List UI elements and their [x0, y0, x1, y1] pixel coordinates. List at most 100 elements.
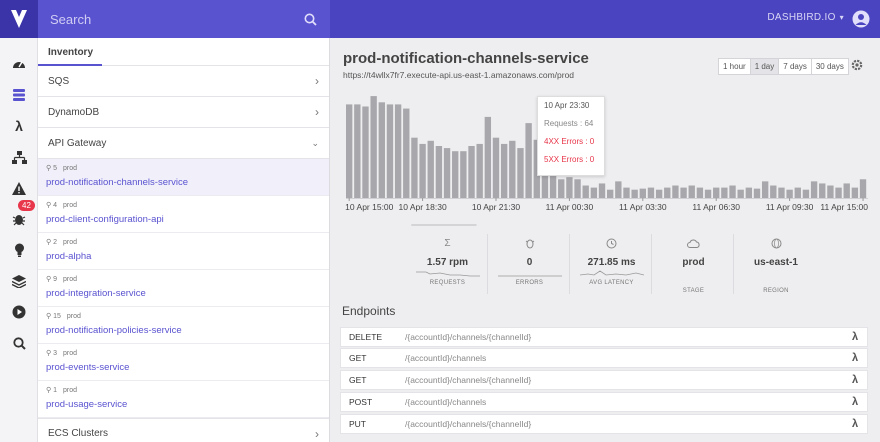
- service-item[interactable]: ⚲ 4 prod prod-client-configuration-api: [38, 196, 329, 233]
- rail-tracing[interactable]: [0, 301, 38, 323]
- chart-bar[interactable]: [354, 104, 361, 198]
- rail-architecture[interactable]: [0, 146, 38, 168]
- chart-bar[interactable]: [615, 181, 622, 198]
- service-item[interactable]: ⚲ 3 prod prod-events-service: [38, 344, 329, 381]
- chart-bar[interactable]: [835, 187, 842, 198]
- chart-bar[interactable]: [378, 102, 385, 198]
- chart-bar[interactable]: [729, 185, 736, 198]
- chart-bar[interactable]: [696, 187, 704, 198]
- chart-bar[interactable]: [590, 187, 598, 198]
- chart-bar[interactable]: [460, 151, 467, 198]
- chart-bar[interactable]: [778, 187, 785, 198]
- chart-bar[interactable]: [786, 189, 793, 198]
- lambda-icon[interactable]: λ: [851, 374, 859, 386]
- service-item[interactable]: ⚲ 15 prod prod-notification-policies-serv…: [38, 307, 329, 344]
- chart-bar[interactable]: [802, 189, 810, 198]
- range-7-days[interactable]: 7 days: [779, 59, 812, 74]
- rail-dashboard[interactable]: [0, 52, 38, 74]
- chart-bar[interactable]: [647, 187, 655, 198]
- endpoint-row[interactable]: PUT /{accountId}/channels/{channelId} λ: [340, 414, 868, 434]
- chart-bar[interactable]: [721, 187, 728, 198]
- rail-inventory[interactable]: [0, 84, 38, 106]
- chart-bar[interactable]: [819, 183, 826, 198]
- gear-icon[interactable]: [850, 58, 864, 72]
- chart-bar[interactable]: [394, 104, 402, 198]
- chart-bar[interactable]: [452, 151, 459, 198]
- range-30-days[interactable]: 30 days: [815, 62, 844, 71]
- chart-bar[interactable]: [558, 179, 565, 198]
- tab-inventory[interactable]: Inventory: [38, 38, 329, 66]
- rail-layers[interactable]: [0, 270, 38, 292]
- chart-bar[interactable]: [680, 187, 687, 198]
- chart-bar[interactable]: [492, 137, 500, 198]
- chart-bar[interactable]: [794, 187, 801, 198]
- requests-chart[interactable]: 10 Apr 15:00 10 Apr 18:30 10 Apr 21:30 11 A…: [342, 94, 872, 264]
- service-item[interactable]: ⚲ 5 prod prod-notification-channels-servi…: [38, 159, 329, 196]
- endpoint-row[interactable]: POST /{accountId}/channels λ: [340, 392, 868, 412]
- chart-bar[interactable]: [468, 146, 475, 198]
- chart-bar[interactable]: [419, 143, 426, 198]
- rail-search[interactable]: [0, 332, 38, 354]
- chart-bar[interactable]: [533, 139, 540, 198]
- chart-bar[interactable]: [509, 140, 516, 198]
- range-1-hour[interactable]: 1 hour: [719, 59, 751, 74]
- chart-bar[interactable]: [476, 143, 483, 198]
- chart-bar[interactable]: [713, 187, 720, 198]
- org-switcher[interactable]: DASHBIRD.IO ▾: [767, 12, 844, 23]
- chart-bar[interactable]: [517, 148, 524, 198]
- rail-insights[interactable]: [0, 239, 38, 261]
- chart-bar[interactable]: [672, 185, 679, 198]
- lambda-icon[interactable]: λ: [851, 396, 859, 408]
- category-ecs-clusters[interactable]: ECS Clusters ›: [38, 418, 329, 442]
- rail-alerts[interactable]: [0, 177, 38, 199]
- service-item[interactable]: ⚲ 9 prod prod-integration-service: [38, 270, 329, 307]
- chart-bar[interactable]: [443, 148, 451, 198]
- chart-bar[interactable]: [770, 185, 777, 198]
- category-dynamodb[interactable]: DynamoDB ›: [38, 97, 329, 128]
- chart-bar[interactable]: [549, 166, 557, 198]
- chart-bar[interactable]: [761, 181, 769, 198]
- endpoint-row[interactable]: GET /{accountId}/channels λ: [340, 348, 868, 368]
- chart-bar[interactable]: [704, 189, 712, 198]
- chart-bar[interactable]: [582, 185, 589, 198]
- chart-bar[interactable]: [639, 188, 646, 198]
- category-api-gateway[interactable]: API Gateway ⌄: [38, 128, 329, 159]
- chart-bar[interactable]: [566, 177, 573, 198]
- chart-bar[interactable]: [843, 183, 850, 198]
- chart-bar[interactable]: [827, 185, 834, 198]
- search-input[interactable]: [50, 11, 302, 27]
- chart-bar[interactable]: [607, 189, 614, 198]
- endpoint-row[interactable]: GET /{accountId}/channels/{channelId} λ: [340, 370, 868, 390]
- chart-bar[interactable]: [500, 143, 508, 198]
- dashbird-logo[interactable]: [0, 0, 38, 38]
- chart-bar[interactable]: [411, 137, 418, 198]
- chart-bar[interactable]: [386, 104, 394, 198]
- service-item[interactable]: ⚲ 1 prod prod-usage-service: [38, 381, 329, 418]
- chart-bar[interactable]: [688, 185, 695, 198]
- lambda-icon[interactable]: λ: [851, 331, 859, 343]
- chart-bar[interactable]: [753, 188, 761, 198]
- rail-issues[interactable]: 42: [0, 200, 38, 230]
- chart-bar[interactable]: [851, 187, 859, 198]
- category-sqs[interactable]: SQS ›: [38, 66, 329, 97]
- lambda-icon[interactable]: λ: [851, 352, 859, 364]
- chart-bar[interactable]: [346, 104, 353, 198]
- chart-bar[interactable]: [574, 179, 581, 198]
- chart-bar[interactable]: [598, 183, 606, 198]
- chart-bar[interactable]: [484, 116, 492, 198]
- chart-bar[interactable]: [859, 179, 867, 198]
- service-item[interactable]: ⚲ 2 prod prod-alpha: [38, 233, 329, 270]
- chart-bar[interactable]: [664, 187, 671, 198]
- chart-bar[interactable]: [737, 189, 744, 198]
- chart-bar[interactable]: [810, 181, 818, 198]
- chart-bar[interactable]: [403, 108, 410, 198]
- search-icon[interactable]: [302, 11, 318, 27]
- chart-bar[interactable]: [370, 96, 377, 198]
- chart-bar[interactable]: [435, 146, 443, 198]
- chart-bar[interactable]: [623, 187, 630, 198]
- rail-lambda[interactable]: λ: [0, 115, 38, 137]
- chart-bar[interactable]: [655, 189, 663, 198]
- user-avatar-icon[interactable]: [852, 10, 870, 28]
- lambda-icon[interactable]: λ: [851, 418, 859, 430]
- chart-bar[interactable]: [631, 189, 638, 198]
